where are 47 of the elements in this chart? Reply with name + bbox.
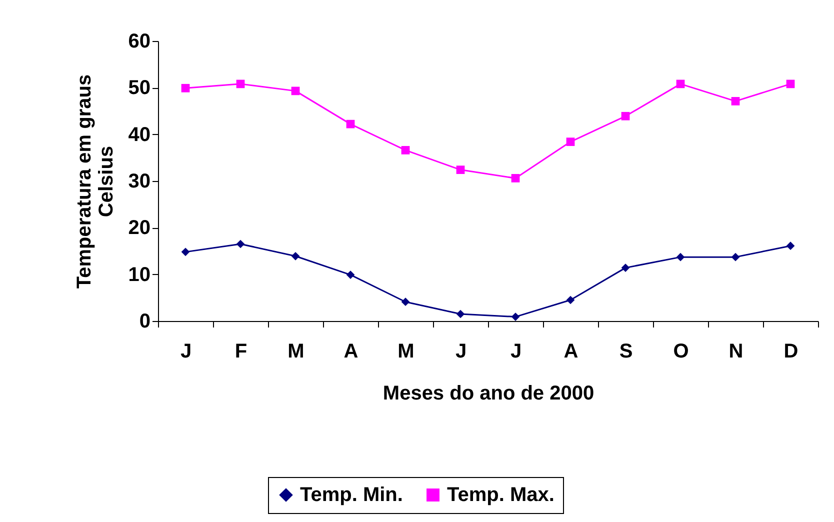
- x-tick-label: J: [510, 340, 522, 362]
- point: [511, 312, 520, 321]
- x-tick-label: S: [619, 340, 633, 362]
- point: [676, 80, 685, 88]
- y-tick-label: 10: [128, 264, 150, 286]
- point: [511, 174, 520, 182]
- y-tick-label: 30: [128, 170, 150, 192]
- point: [346, 120, 355, 128]
- legend-label: Temp. Min.: [300, 484, 403, 506]
- point: [346, 270, 355, 279]
- point: [731, 97, 740, 106]
- point: [181, 84, 190, 92]
- point: [236, 80, 245, 88]
- x-tick-label: N: [728, 340, 744, 362]
- x-tick-label: A: [344, 340, 358, 362]
- point: [621, 264, 630, 272]
- point: [786, 80, 795, 88]
- y-tick-label: 60: [128, 30, 150, 52]
- x-tick-label: J: [180, 340, 192, 362]
- x-tick-label: F: [234, 340, 248, 362]
- legend-label: Temp. Max.: [447, 484, 554, 506]
- x-tick-label: O: [673, 340, 689, 362]
- point: [291, 252, 300, 260]
- x-axis-title: Meses do ano de 2000: [382, 382, 594, 404]
- point: [181, 248, 190, 256]
- x-tick-label: M: [398, 340, 414, 362]
- y-tick-label: 40: [128, 124, 150, 146]
- point: [456, 166, 465, 174]
- y-tick-label: 0: [139, 310, 150, 332]
- x-tick-label: J: [455, 340, 467, 362]
- point: [401, 146, 410, 154]
- y-axis-title: Temperatura em graus Celsius: [73, 74, 118, 289]
- point: [401, 298, 410, 306]
- point: [566, 138, 575, 146]
- x-tick-label: D: [784, 340, 798, 362]
- x-tick-label: A: [564, 340, 578, 362]
- y-tick-label: 50: [128, 77, 150, 100]
- point: [676, 252, 685, 262]
- point: [566, 296, 575, 304]
- x-tick-label: M: [288, 340, 304, 362]
- point: [621, 112, 630, 120]
- point: [456, 310, 465, 318]
- point: [236, 240, 245, 248]
- point: [786, 242, 795, 250]
- point: [291, 86, 300, 96]
- point: [731, 252, 740, 262]
- y-tick-label: 20: [128, 217, 150, 240]
